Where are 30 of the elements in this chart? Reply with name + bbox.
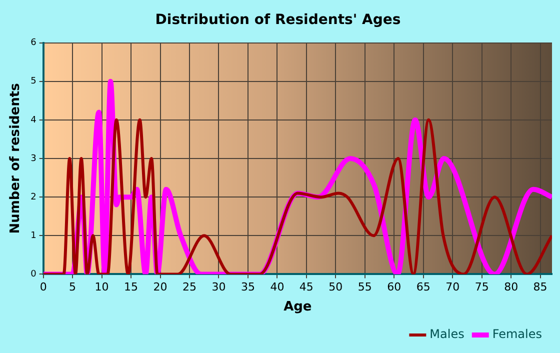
x-tick-label: 25 <box>182 280 196 294</box>
x-tick-label: 80 <box>504 280 518 294</box>
x-tick-label: 10 <box>94 280 109 294</box>
x-tick-label: 30 <box>212 280 226 294</box>
x-tick-label: 60 <box>387 280 402 294</box>
y-axis-title: Number of residents <box>8 82 24 234</box>
y-tick-label: 3 <box>30 154 36 164</box>
x-tick-label: 5 <box>69 280 76 294</box>
x-tick-label: 70 <box>446 280 460 294</box>
chart-title: Distribution of Residents' Ages <box>155 12 401 28</box>
y-tick-label: 5 <box>30 76 36 87</box>
legend-label: Males <box>430 327 464 342</box>
y-tick-label: 2 <box>30 192 36 202</box>
x-tick-label: 85 <box>533 280 548 294</box>
legend-label: Females <box>492 327 542 342</box>
y-tick-label: 0 <box>30 270 37 280</box>
y-tick-label: 4 <box>30 115 37 126</box>
x-tick-label: 65 <box>416 280 430 294</box>
y-tick-label: 6 <box>30 38 37 48</box>
x-tick-label: 15 <box>124 280 138 294</box>
x-tick-label: 40 <box>270 280 284 294</box>
x-axis-title: Age <box>284 300 312 315</box>
y-tick-label: 1 <box>30 230 36 241</box>
x-tick-label: 45 <box>299 280 314 294</box>
x-tick-label: 35 <box>240 280 255 294</box>
x-tick-label: 55 <box>358 280 372 294</box>
x-tick-label: 20 <box>153 280 168 294</box>
x-tick-label: 50 <box>328 280 343 294</box>
x-tick-label: 0 <box>40 280 47 294</box>
x-tick-label: 75 <box>474 280 489 294</box>
